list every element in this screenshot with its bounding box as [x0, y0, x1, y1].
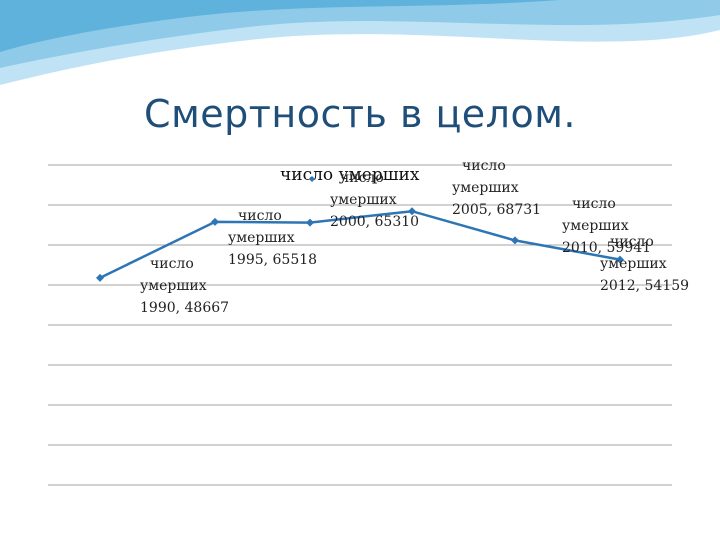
legend-label: число умерших	[280, 165, 420, 185]
data-label-1: число умерших 1995, 65518	[228, 208, 317, 268]
data-point-4	[511, 236, 519, 245]
data-label-0: число умерших 1990, 48667	[140, 256, 229, 316]
data-label-2: число умерших 2000, 65310	[330, 170, 419, 230]
series-line	[99, 209, 621, 279]
header-wave-dark	[0, 0, 560, 52]
legend-marker	[309, 176, 315, 182]
data-label-4: число умерших 2010, 59941	[562, 196, 651, 256]
data-point-0	[96, 273, 104, 282]
data-label-3: число умерших 2005, 68731	[452, 158, 541, 218]
data-point-3	[408, 207, 416, 216]
data-point-1	[211, 217, 219, 226]
data-point-2	[306, 218, 314, 227]
data-label-5: число умерших 2012, 54159	[600, 234, 689, 294]
data-point-5	[616, 255, 624, 264]
slide-title: Смертность в целом.	[144, 92, 576, 136]
